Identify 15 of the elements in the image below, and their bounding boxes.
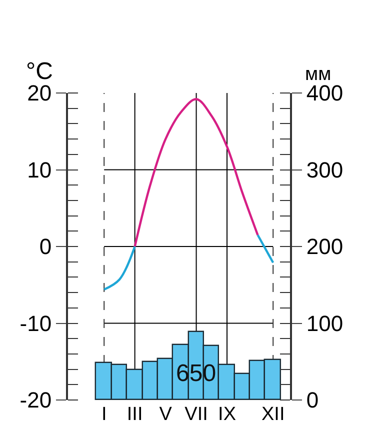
y2-tick-label: 200 [306, 234, 344, 260]
line-series [134, 98, 259, 248]
x-tick-label: V [159, 404, 172, 425]
x-tick-label: IX [218, 404, 236, 425]
y2-tick-label: 300 [306, 157, 344, 182]
x-tick-label: XII [261, 404, 285, 425]
x-tick-label: III [126, 404, 143, 425]
x-tick-label: VII [184, 404, 208, 425]
y-tick-label: 0 [39, 234, 52, 260]
y-tick-label: -10 [20, 310, 52, 336]
y-tick-label: 10 [27, 157, 52, 182]
x-tick-label: I [101, 404, 107, 425]
y-tick-label: -20 [20, 388, 52, 413]
y2-tick-label: 0 [306, 388, 319, 413]
y2-tick-label: 100 [306, 310, 344, 336]
